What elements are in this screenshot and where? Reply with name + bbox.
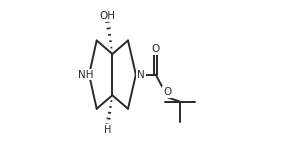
Text: OH: OH	[100, 11, 116, 21]
Text: O: O	[163, 87, 171, 97]
Text: NH: NH	[78, 70, 93, 80]
Text: O: O	[152, 44, 160, 54]
Text: H: H	[104, 125, 111, 135]
Text: N: N	[137, 70, 145, 80]
